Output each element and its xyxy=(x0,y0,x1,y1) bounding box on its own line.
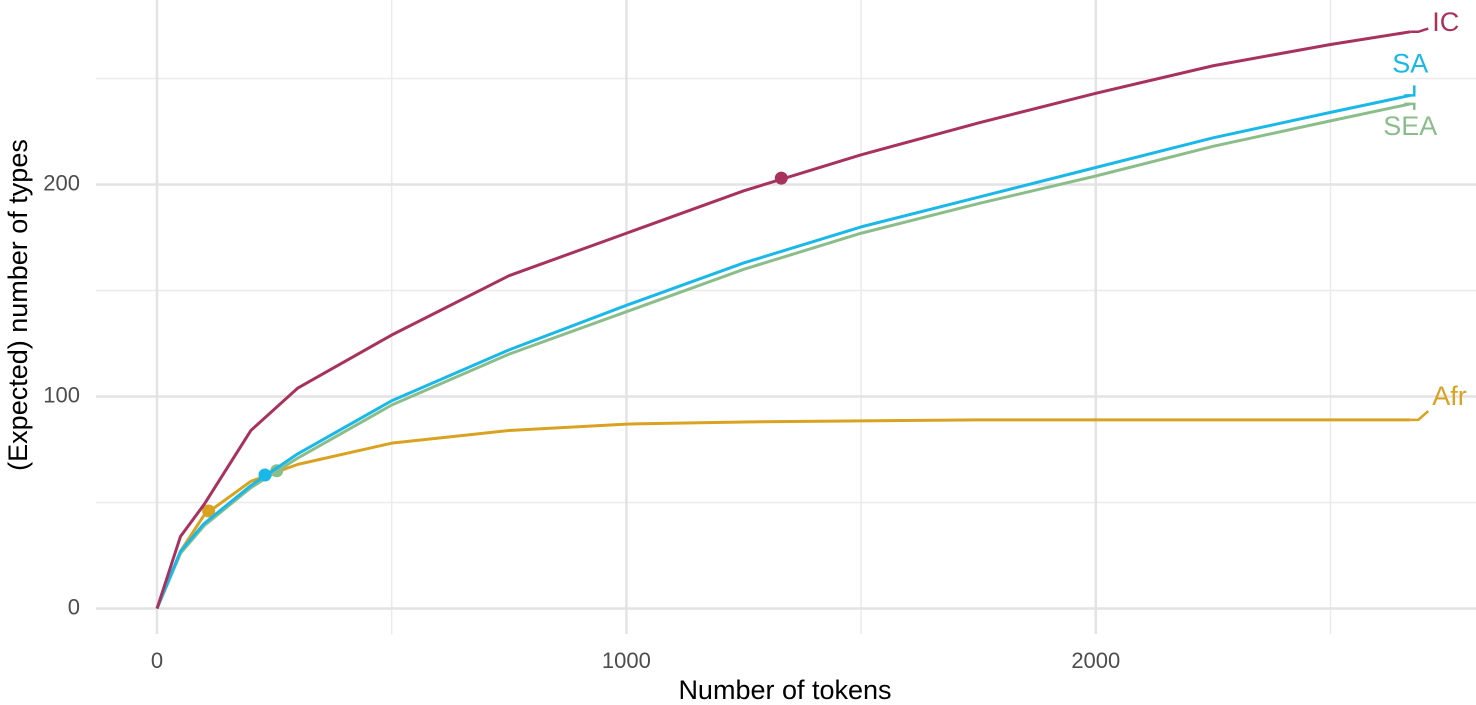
series-line xyxy=(155,30,1411,610)
label-connector xyxy=(1410,27,1429,34)
series-label: Afr xyxy=(1432,381,1467,411)
label-connector xyxy=(1404,85,1416,97)
series-line xyxy=(155,418,1411,610)
observed-point xyxy=(202,504,216,518)
series-label: SEA xyxy=(1383,111,1437,141)
y-axis-title: (Expected) number of types xyxy=(3,139,33,471)
observed-point xyxy=(258,468,272,482)
y-tick-label: 200 xyxy=(43,170,80,195)
y-tick-label: 0 xyxy=(68,594,80,619)
x-tick-label: 1000 xyxy=(602,648,651,673)
series-label: IC xyxy=(1432,7,1459,37)
y-tick-label: 100 xyxy=(43,382,80,407)
series-line xyxy=(155,102,1411,610)
x-axis-title: Number of tokens xyxy=(678,675,891,705)
series-label: SA xyxy=(1392,49,1428,79)
label-connector xyxy=(1404,102,1416,110)
x-tick-label: 2000 xyxy=(1071,648,1120,673)
series-line xyxy=(155,93,1411,610)
x-tick-label: 0 xyxy=(151,648,163,673)
label-connector xyxy=(1410,410,1430,422)
observed-point xyxy=(774,171,788,185)
